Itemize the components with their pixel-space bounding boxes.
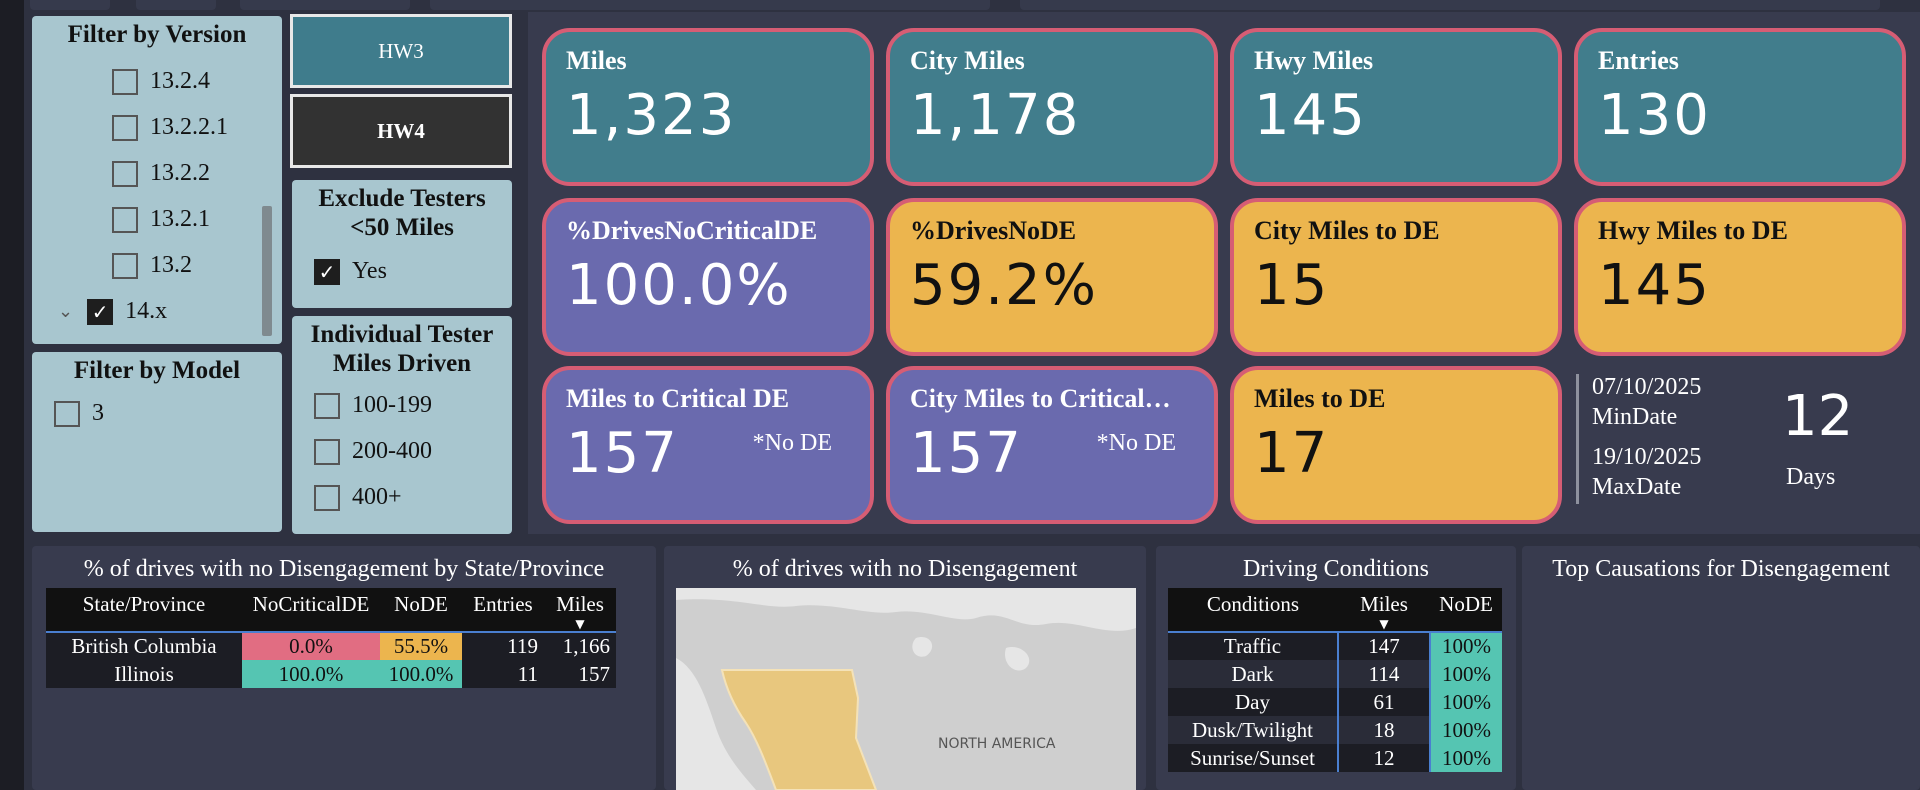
col-state[interactable]: State/Province: [46, 588, 242, 632]
map-svg: NORTH AMERICA: [676, 588, 1136, 790]
min-date-value: 07/10/2025: [1592, 374, 1702, 400]
kpi-city-miles-to-de: City Miles to DE 15: [1230, 198, 1562, 356]
col-entries[interactable]: Entries: [462, 588, 544, 632]
checkbox[interactable]: [314, 438, 340, 465]
hw3-button[interactable]: HW3: [290, 14, 512, 88]
state-table-title: % of drives with no Disengagement by Sta…: [83, 556, 605, 582]
days-value: 12: [1782, 384, 1854, 449]
table-row[interactable]: Illinois 100.0% 100.0% 11 157: [46, 660, 616, 688]
date-range-card: 07/10/2025 MinDate 19/10/2025 MaxDate 12…: [1576, 374, 1876, 504]
table-row[interactable]: Dusk/Twilight 18 100%: [1168, 716, 1502, 744]
version-option-13-2-2[interactable]: 13.2.2: [112, 160, 210, 187]
top-strip: [30, 0, 1890, 12]
col-conditions[interactable]: Conditions: [1168, 588, 1338, 632]
state-table-panel: % of drives with no Disengagement by Sta…: [32, 546, 656, 790]
kpi-miles: Miles 1,323: [542, 28, 874, 186]
tester-option-200-400[interactable]: 200-400: [314, 438, 432, 465]
version-option-13-2-4[interactable]: 13.2.4: [112, 68, 210, 95]
exclude-testers-slicer: Exclude Testers <50 Miles ✓ Yes: [292, 180, 512, 308]
version-option-13-2-1[interactable]: 13.2.1: [112, 206, 210, 233]
tester-option-400-plus[interactable]: 400+: [314, 484, 402, 511]
version-filter-title: Filter by Version: [67, 21, 247, 48]
kpi-city-miles: City Miles 1,178: [886, 28, 1218, 186]
col-miles[interactable]: Miles ▼: [544, 588, 616, 632]
sort-desc-icon: ▼: [1379, 617, 1389, 631]
kpi-miles-to-critical-de: Miles to Critical DE 157 *No DE: [542, 366, 874, 524]
kpi-drives-no-critical-de: %DrivesNoCriticalDE 100.0%: [542, 198, 874, 356]
checkbox[interactable]: [112, 206, 138, 233]
map-title: % of drives with no Disengagement: [732, 556, 1078, 582]
sort-desc-icon: ▼: [575, 617, 585, 631]
state-table: State/Province NoCriticalDE NoDE Entries…: [46, 588, 616, 688]
version-filter-scrollbar[interactable]: [262, 206, 272, 336]
no-de-note: *No DE: [752, 430, 832, 456]
version-option-14-x[interactable]: ⌄ ✓ 14.x: [58, 298, 168, 325]
kpi-city-miles-to-critical: City Miles to Critical… 157 *No DE: [886, 366, 1218, 524]
table-row[interactable]: British Columbia 0.0% 55.5% 119 1,166: [46, 631, 616, 660]
kpi-hwy-miles: Hwy Miles 145: [1230, 28, 1562, 186]
model-filter-title: Filter by Model: [73, 357, 241, 384]
checkbox[interactable]: [112, 68, 138, 95]
table-row[interactable]: Dark 114 100%: [1168, 660, 1502, 688]
individual-tester-title: Individual Tester Miles Driven: [310, 321, 494, 377]
min-date-label: MinDate: [1592, 404, 1678, 430]
map-region-label: NORTH AMERICA: [938, 736, 1056, 752]
kpi-drives-no-de: %DrivesNoDE 59.2%: [886, 198, 1218, 356]
kpi-hwy-miles-to-de: Hwy Miles to DE 145: [1574, 198, 1906, 356]
causations-title: Top Causations for Disengagement: [1552, 556, 1890, 582]
max-date-label: MaxDate: [1592, 474, 1682, 500]
col-no-de[interactable]: NoDE: [1430, 588, 1502, 632]
checkbox[interactable]: [112, 114, 138, 141]
col-miles[interactable]: Miles ▼: [1338, 588, 1430, 632]
version-option-13-2[interactable]: 13.2: [112, 252, 192, 279]
driving-conditions-title: Driving Conditions: [1242, 556, 1429, 582]
checkbox-checked[interactable]: ✓: [87, 298, 114, 325]
kpi-miles-to-de: Miles to DE 17: [1230, 366, 1562, 524]
kpi-entries: Entries 130: [1574, 28, 1906, 186]
driving-conditions-panel: Driving Conditions Conditions Miles ▼ NoD…: [1156, 546, 1516, 790]
tester-option-100-199[interactable]: 100-199: [314, 392, 432, 419]
checkbox[interactable]: [314, 392, 340, 419]
exclude-testers-yes[interactable]: ✓ Yes: [314, 258, 387, 285]
checkbox-checked[interactable]: ✓: [314, 258, 340, 285]
table-row[interactable]: Day 61 100%: [1168, 688, 1502, 716]
exclude-testers-title: Exclude Testers <50 Miles: [318, 185, 486, 241]
divider: [1576, 374, 1579, 504]
model-filter-slicer: Filter by Model 3: [32, 352, 282, 532]
table-row[interactable]: Sunrise/Sunset 12 100%: [1168, 744, 1502, 772]
max-date-value: 19/10/2025: [1592, 444, 1702, 470]
no-de-note: *No DE: [1096, 430, 1176, 456]
col-no-de[interactable]: NoDE: [380, 588, 462, 632]
checkbox[interactable]: [112, 160, 138, 187]
conditions-table: Conditions Miles ▼ NoDE Traffic 147 100% …: [1168, 588, 1502, 772]
left-edge-bar: [0, 0, 24, 790]
version-filter-slicer: Filter by Version 13.2.4 13.2.2.1 13.2.2…: [32, 16, 282, 344]
days-label: Days: [1786, 464, 1836, 490]
individual-tester-slicer: Individual Tester Miles Driven 100-199 2…: [292, 316, 512, 534]
causations-panel: Top Causations for Disengagement: [1522, 546, 1920, 790]
col-no-critical-de[interactable]: NoCriticalDE: [242, 588, 380, 632]
checkbox[interactable]: [112, 252, 138, 279]
table-row[interactable]: Traffic 147 100%: [1168, 631, 1502, 660]
checkbox[interactable]: [314, 484, 340, 511]
version-option-13-2-2-1[interactable]: 13.2.2.1: [112, 114, 228, 141]
checkbox[interactable]: [54, 400, 80, 427]
model-option-3[interactable]: 3: [54, 400, 104, 427]
chevron-down-icon[interactable]: ⌄: [58, 301, 74, 322]
map-visual[interactable]: NORTH AMERICA: [676, 588, 1136, 790]
hw4-button[interactable]: HW4: [290, 94, 512, 168]
